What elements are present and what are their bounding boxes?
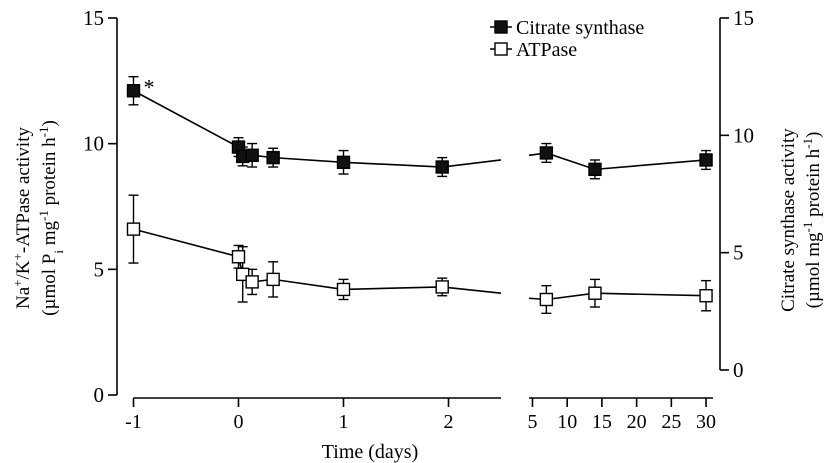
x-tick-label: 20 (627, 411, 647, 433)
x-axis: -1 0 1 2 5 10 15 20 25 30 (125, 397, 716, 433)
x-tick-label: 5 (527, 411, 537, 433)
title-fragment: mg (39, 221, 60, 251)
citrate-synthase-marker (435, 160, 449, 174)
x-tick-label: 1 (339, 411, 349, 433)
right-y-axis: 0 5 10 15 (719, 6, 754, 382)
atpase-marker (336, 282, 351, 297)
x-tick-label: 15 (592, 411, 612, 433)
right-y-tick-label: 10 (733, 123, 754, 147)
atpase-marker (126, 222, 141, 236)
error-bars (128, 75, 712, 315)
title-fragment: /K (13, 260, 34, 279)
left-y-axis-title: Na+/K+-ATPase activity (µmol Pi mg-1 pro… (10, 120, 66, 316)
title-fragment: i (51, 250, 66, 254)
atpase-marker (266, 272, 280, 287)
citrate-synthase-line-segment1 (133, 90, 502, 168)
title-fragment: -1 (36, 210, 51, 221)
right-y-axis-title-line1: Citrate synthase activity (778, 128, 799, 312)
x-tick-label: 2 (444, 411, 454, 433)
title-fragment: protein h (803, 148, 824, 221)
title-fragment: (µmol mg (803, 232, 824, 308)
title-fragment: ) (803, 132, 824, 138)
title-fragment: + (10, 279, 25, 286)
right-y-tick-label: 0 (733, 358, 744, 382)
title-fragment: -ATPase activity (13, 127, 34, 254)
atpase-marker (588, 286, 602, 300)
atpase-marker (231, 250, 246, 264)
citrate-synthase-marker (699, 153, 713, 167)
title-fragment: -1 (800, 222, 815, 233)
left-y-tick-label: 5 (94, 257, 105, 281)
legend-marker-citrate-synthase (494, 20, 508, 34)
left-y-tick-label: 0 (94, 383, 105, 407)
atpase-line-segment2 (528, 292, 707, 301)
x-tick-label: 10 (557, 411, 577, 433)
significance-asterisk: * (144, 75, 155, 100)
x-tick-label: 30 (696, 411, 716, 433)
x-tick-label: -1 (125, 411, 142, 433)
citrate-synthase-marker (539, 146, 554, 160)
citrate-synthase-marker (266, 150, 280, 165)
x-axis-title: Time (days) (322, 441, 418, 463)
right-y-axis-title-line2: (µmol mg-1 protein h-1) (800, 132, 825, 309)
legend-marker-atpase (494, 42, 508, 56)
citrate-synthase-marker (336, 155, 351, 170)
title-fragment: protein h (39, 137, 60, 210)
left-y-tick-label: 10 (83, 132, 104, 156)
right-y-axis-title: Citrate synthase activity (µmol mg-1 pro… (778, 128, 824, 312)
citrate-synthase-line-segment2 (528, 152, 707, 171)
atpase-marker (699, 289, 713, 303)
citrate-synthase-marker (588, 162, 602, 177)
citrate-synthase-marker (245, 148, 259, 162)
title-fragment: (µmol P (39, 254, 60, 316)
left-y-axis-title-line2: (µmol Pi mg-1 protein h-1) (36, 120, 66, 316)
atpase-marker (245, 275, 259, 289)
legend-label-atpase: ATPase (516, 39, 577, 61)
right-y-tick-label: 5 (733, 241, 744, 265)
legend-label-citrate-synthase: Citrate synthase (516, 17, 644, 39)
title-fragment: Na (13, 286, 34, 309)
title-fragment: ) (39, 120, 60, 126)
citrate-synthase-marker (126, 84, 141, 98)
x-tick-label: 25 (661, 411, 681, 433)
x-tick-label: 0 (234, 411, 244, 433)
plot-lines (133, 90, 707, 301)
data-markers (126, 84, 713, 307)
left-y-tick-label: 15 (83, 6, 104, 30)
annotations: * (144, 75, 155, 100)
title-fragment: + (10, 253, 25, 260)
atpase-marker (435, 280, 449, 294)
atpase-marker (539, 292, 554, 307)
left-y-axis-title-line1: Na+/K+-ATPase activity (10, 127, 35, 309)
title-fragment: -1 (36, 127, 51, 138)
left-y-axis: 0 5 10 15 (83, 6, 118, 407)
title-fragment: -1 (800, 138, 815, 149)
right-y-tick-label: 15 (733, 6, 754, 30)
